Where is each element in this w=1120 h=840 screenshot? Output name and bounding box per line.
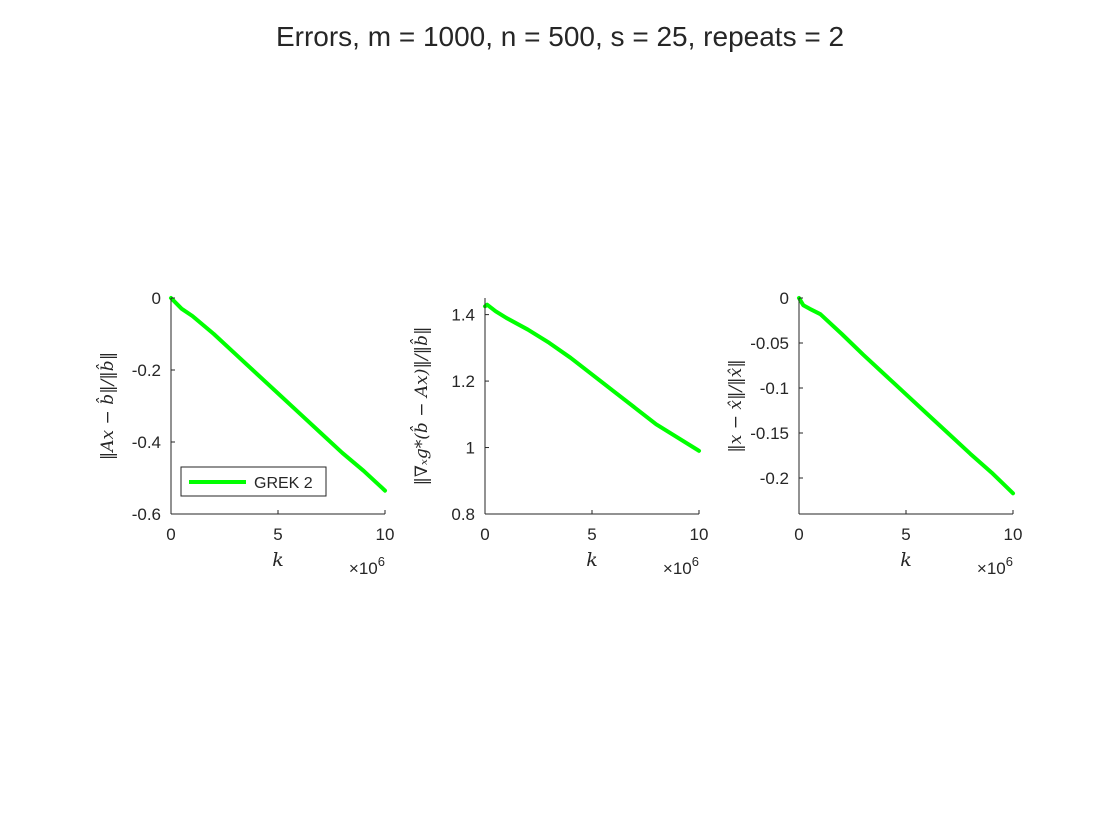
legend: GREK 2 [180,466,327,497]
subplot-2: 0 5 10 1.4 1.2 1 0.8 k ×106 ‖∇ₓg*(b̂ − Ax)‖/‖b̂‖ [410,298,708,578]
x-axis-label: k [272,549,284,571]
x-tick-label: 0 [480,525,489,544]
y-tick-label: 1.4 [451,306,475,325]
x-tick-label: 5 [901,525,910,544]
x-exponent-label: ×106 [977,554,1013,578]
series-line [483,302,701,453]
y-tick-label: 0.8 [451,505,475,524]
y-tick-label: -0.05 [750,334,789,353]
subplot-3: 0 5 10 0 -0.05 -0.1 -0.15 -0.2 k ×106 ‖x − x̂‖/‖x̂… [726,289,1022,578]
x-tick-label: 10 [1004,525,1023,544]
y-tick-label: 1.2 [451,372,475,391]
x-tick-label: 5 [273,525,282,544]
y-axis-label: ‖x − x̂‖/‖x̂‖ [726,359,746,453]
x-exponent-label: ×106 [349,554,385,578]
x-axis-label: k [586,549,598,571]
x-tick-label: 5 [587,525,596,544]
y-axis-label: ‖Ax − b̂‖/‖b̂‖ [96,352,118,460]
subplot-1: 0 5 10 0 -0.2 -0.4 -0.6 k ×106 ‖Ax − b̂‖/‖b̂‖ GREK… [96,289,394,578]
x-exponent-power: 6 [378,554,385,569]
x-tick-label: 0 [166,525,175,544]
series-line [169,296,387,493]
y-tick-label: 0 [152,289,161,308]
x-tick-label: 10 [376,525,395,544]
x-tick-label: 0 [794,525,803,544]
y-tick-label: 0 [780,289,789,308]
y-tick-label: -0.4 [132,433,161,452]
x-tick-label: 10 [690,525,709,544]
y-axis-label: ‖∇ₓg*(b̂ − Ax)‖/‖b̂‖ [410,327,432,486]
y-tick-label: -0.2 [132,361,161,380]
x-exponent-label: ×106 [663,554,699,578]
x-exponent-power: 6 [692,554,699,569]
x-axis-label: k [900,549,912,571]
subplots: 0 5 100-0.2-0.4-0.6k ×106‖Ax − b̂‖/‖b̂‖GREK… [96,289,1022,578]
y-tick-label: -0.6 [132,505,161,524]
y-tick-label: 1 [466,439,475,458]
series-line [797,296,1015,496]
legend-label: GREK 2 [254,475,313,492]
x-exponent-power: 6 [1006,554,1013,569]
y-tick-label: -0.2 [760,469,789,488]
y-tick-label: -0.1 [760,379,789,398]
y-tick-label: -0.15 [750,424,789,443]
figure-title: Errors, m = 1000, n = 500, s = 25, repea… [276,21,844,52]
